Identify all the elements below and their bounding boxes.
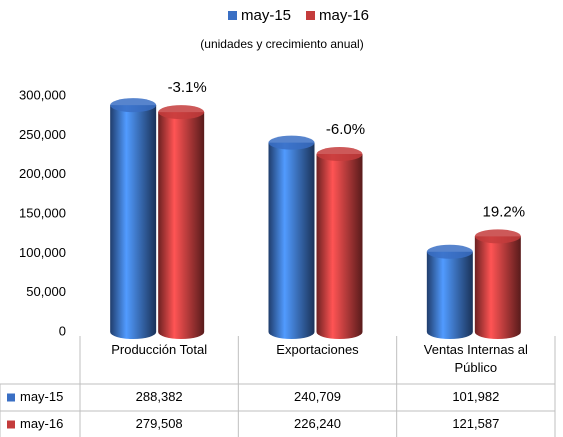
table-value: 240,709 xyxy=(294,389,341,404)
annotation: -3.1% xyxy=(168,79,207,96)
legend-swatch xyxy=(228,11,237,20)
annotation: -6.0% xyxy=(326,121,365,138)
annotation: 19.2% xyxy=(483,203,526,220)
bar-cap xyxy=(426,244,473,259)
bar-cap xyxy=(316,147,363,162)
y-tick-label: 50,000 xyxy=(26,284,66,299)
x-tick-label: Producción Total xyxy=(111,342,208,357)
legend-swatch xyxy=(7,420,15,429)
y-tick-label: 200,000 xyxy=(19,166,66,181)
y-tick-label: 250,000 xyxy=(19,127,66,142)
bar xyxy=(474,236,521,339)
table-value: 101,982 xyxy=(452,389,499,404)
x-tick-label: Exportaciones xyxy=(276,342,359,357)
legend-swatch xyxy=(7,393,15,402)
y-tick-label: 0 xyxy=(59,323,66,338)
row-label: may-16 xyxy=(20,416,63,431)
bar xyxy=(426,251,473,339)
bar xyxy=(110,105,157,339)
legend-label: may-16 xyxy=(319,7,369,24)
y-tick-label: 100,000 xyxy=(19,245,66,260)
legend-swatch xyxy=(306,11,315,20)
bar xyxy=(316,154,363,339)
bar-cap xyxy=(110,98,157,113)
table-value: 121,587 xyxy=(452,416,499,431)
bar xyxy=(158,112,205,339)
y-tick-label: 300,000 xyxy=(19,87,66,102)
table-value: 288,382 xyxy=(136,389,183,404)
table-value: 226,240 xyxy=(294,416,341,431)
row-label: may-15 xyxy=(20,389,63,404)
table-value: 279,508 xyxy=(136,416,183,431)
chart-subtitle: (unidades y crecimiento anual) xyxy=(200,37,363,51)
bar-cap xyxy=(474,229,521,244)
x-tick-label: Ventas Internas al Público xyxy=(423,342,528,375)
bar xyxy=(268,142,315,339)
y-tick-label: 150,000 xyxy=(19,205,66,220)
bar-cap xyxy=(268,135,315,150)
legend-label: may-15 xyxy=(241,7,291,24)
bar-cap xyxy=(158,105,205,120)
